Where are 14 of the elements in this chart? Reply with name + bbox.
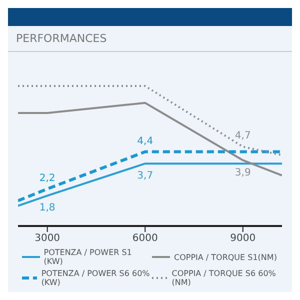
legend-label: POTENZA / POWER S6 60% (KW) — [41, 269, 151, 287]
x-tick-label: 6000 — [132, 233, 158, 244]
x-tick-label: 9000 — [230, 233, 256, 244]
legend-label: POTENZA / POWER S1 (KW) — [44, 248, 133, 266]
data-label: 1,8 — [39, 202, 56, 214]
data-label: 4,4 — [137, 136, 154, 147]
data-label: 3,7 — [137, 170, 154, 182]
legend-label: COPPIA / TORQUE S1(NM) — [174, 252, 277, 262]
x-tick-label: 3000 — [34, 233, 60, 244]
chart-title: PERFORMANCES — [8, 26, 292, 52]
data-label: 2,2 — [39, 172, 56, 184]
data-label: 4,7 — [234, 130, 251, 142]
legend-label: COPPIA / TORQUE S6 60% (NM) — [172, 269, 277, 287]
data-label: 3,9 — [234, 167, 251, 178]
